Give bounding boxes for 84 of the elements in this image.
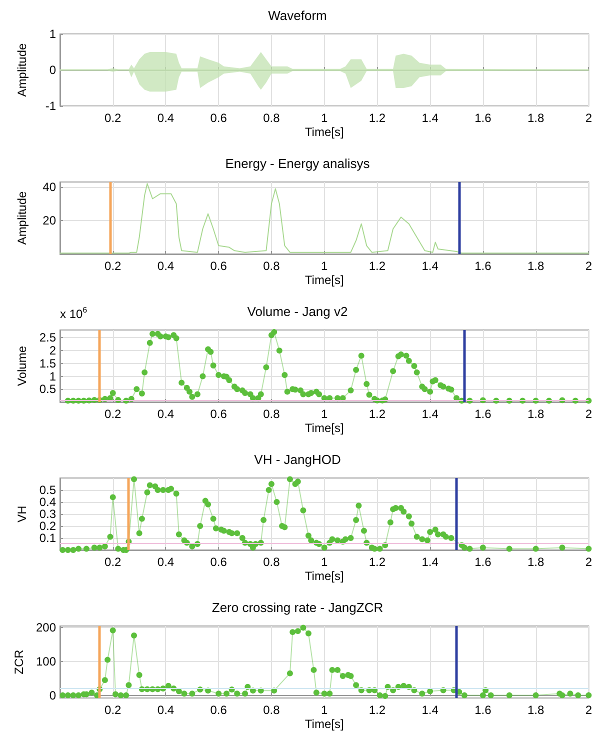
x-tick-label: 0.4 <box>157 259 174 273</box>
y-tick-label: 40 <box>42 180 56 194</box>
x-tick-label: 0.8 <box>263 111 280 125</box>
y-tick-label: 1 <box>49 27 56 41</box>
x-tick-label: 1.2 <box>368 555 386 569</box>
x-tick-label: 1 <box>320 259 328 273</box>
chart-title: Energy - Energy analisys <box>225 156 370 171</box>
y-tick-label: 1 <box>49 369 56 384</box>
x-tick-label: 0.2 <box>104 555 122 569</box>
y-axis-title: Volume <box>15 346 29 386</box>
x-tick-label: 0.8 <box>263 703 280 717</box>
y-tick-label: 1.5 <box>39 356 56 370</box>
x-tick-label: 0.4 <box>157 407 174 421</box>
x-tick-label: 0.6 <box>210 407 228 421</box>
x-axis-title: Time[s] <box>304 717 344 731</box>
x-tick-label: 0.2 <box>104 703 122 717</box>
y-tick-label: 2.5 <box>39 330 56 345</box>
chart-title: Waveform <box>268 8 327 23</box>
x-tick-label: 0.2 <box>104 111 122 125</box>
x-tick-label: 1.6 <box>474 407 492 421</box>
x-tick-label: 0.6 <box>210 555 228 569</box>
x-tick-label: 0.4 <box>157 555 174 569</box>
x-tick-label: 1.6 <box>474 555 492 569</box>
x-tick-label: 1.8 <box>527 703 544 717</box>
x-tick-label: 1.2 <box>368 703 386 717</box>
y-tick-label: 0.4 <box>39 495 56 509</box>
x-tick-label: 1.8 <box>527 259 544 273</box>
y-tick-label: 0 <box>49 688 56 702</box>
x-tick-label: 1.6 <box>474 259 492 273</box>
x-tick-label: 1.2 <box>368 407 386 421</box>
line-series <box>60 183 590 254</box>
y-tick-label: 0.3 <box>39 507 56 521</box>
x-tick-label: 2 <box>585 407 592 421</box>
x-tick-label: 0.2 <box>104 407 122 421</box>
chart-title: Zero crossing rate - JangZCR <box>212 600 384 615</box>
y-tick-label: 0 <box>49 63 56 77</box>
x-tick-label: 1.2 <box>368 259 386 273</box>
chart-title: VH - JangHOD <box>254 452 341 467</box>
x-axis-title: Time[s] <box>304 273 344 287</box>
x-tick-label: 1 <box>320 407 328 421</box>
x-tick-label: 0.4 <box>157 703 174 717</box>
y-axis-title: Amplitude <box>15 191 29 245</box>
y-tick-label: 0.5 <box>39 382 56 396</box>
x-tick-label: 1 <box>320 111 328 125</box>
y-axis-title: VH <box>15 506 29 522</box>
x-tick-label: 0.6 <box>210 703 228 717</box>
x-tick-label: 2 <box>585 111 592 125</box>
x-axis-title: Time[s] <box>304 569 344 583</box>
y-tick-label: 0.1 <box>39 531 56 545</box>
x-tick-label: 1.4 <box>422 703 439 717</box>
x-tick-label: 1.6 <box>474 111 492 125</box>
x-tick-label: 0.2 <box>104 259 122 273</box>
y-axis-title: ZCR <box>12 649 26 674</box>
y-tick-label: 200 <box>36 620 56 635</box>
x-tick-label: 1.6 <box>474 703 492 717</box>
x-tick-label: 2 <box>585 259 592 273</box>
y-tick-label: 2 <box>49 344 56 358</box>
x-tick-label: 0.6 <box>210 259 228 273</box>
x-tick-label: 1.8 <box>527 555 544 569</box>
y-tick-label: 100 <box>36 654 56 668</box>
x-tick-label: 0.4 <box>157 111 174 125</box>
y-tick-label: 0.5 <box>39 483 56 497</box>
x-tick-label: 2 <box>585 703 592 717</box>
x-tick-label: 0.8 <box>263 259 280 273</box>
x-axis-title: Time[s] <box>304 421 344 435</box>
y-tick-label: 0.2 <box>39 519 56 533</box>
x-axis-title: Time[s] <box>304 125 344 139</box>
x-tick-label: 2 <box>585 555 592 569</box>
x-tick-label: 1.4 <box>422 555 439 569</box>
chart-title: Volume - Jang v2 <box>247 304 348 319</box>
x-tick-label: 0.8 <box>263 407 280 421</box>
y-tick-label: 20 <box>42 214 56 228</box>
x-tick-label: 1 <box>320 555 328 569</box>
x-tick-label: 0.6 <box>210 111 228 125</box>
y-axis-title: Amplitude <box>15 43 29 97</box>
x-tick-label: 1.2 <box>368 111 386 125</box>
y-tick-label: -1 <box>45 99 56 113</box>
x-tick-label: 1.8 <box>527 111 544 125</box>
x-tick-label: 1.4 <box>422 111 439 125</box>
x-tick-label: 1.8 <box>527 407 544 421</box>
x-tick-label: 1 <box>320 703 328 717</box>
x-tick-label: 0.8 <box>263 555 280 569</box>
x-tick-label: 1.4 <box>422 407 439 421</box>
x-tick-label: 1.4 <box>422 259 439 273</box>
